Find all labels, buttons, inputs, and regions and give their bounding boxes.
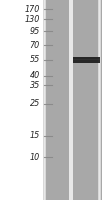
Text: 15: 15: [30, 132, 40, 140]
Text: 70: 70: [30, 40, 40, 49]
Bar: [73, 57, 100, 63]
Text: 95: 95: [30, 26, 40, 36]
Text: 130: 130: [24, 15, 40, 23]
Text: 40: 40: [30, 72, 40, 80]
Bar: [43, 0, 102, 200]
Text: 10: 10: [30, 152, 40, 162]
Text: 170: 170: [24, 4, 40, 14]
Text: 25: 25: [30, 99, 40, 108]
Text: 35: 35: [30, 81, 40, 90]
Bar: [73, 59, 100, 60]
Text: 55: 55: [30, 55, 40, 64]
